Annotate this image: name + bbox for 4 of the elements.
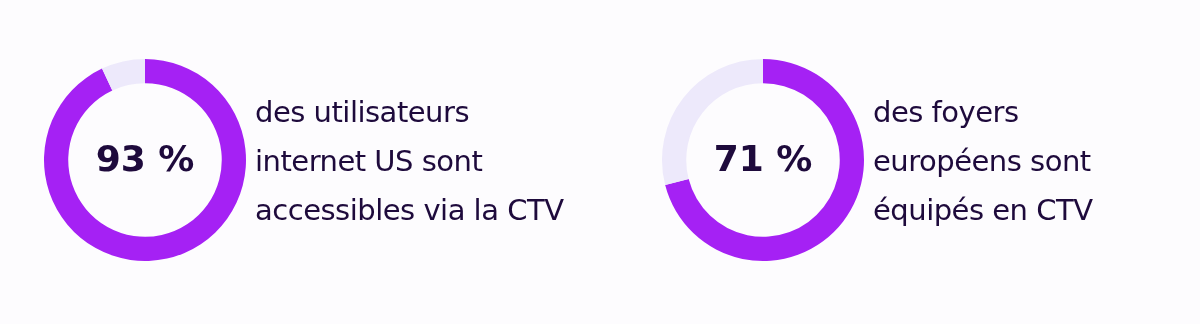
text: des foyers européens sont équipés en CTV: [873, 94, 1093, 229]
text: des utilisateurs internet US sont accessibles via la CTV: [255, 94, 564, 229]
data-label: 71 %: [713, 138, 813, 180]
data-label: 93 %: [95, 138, 195, 180]
